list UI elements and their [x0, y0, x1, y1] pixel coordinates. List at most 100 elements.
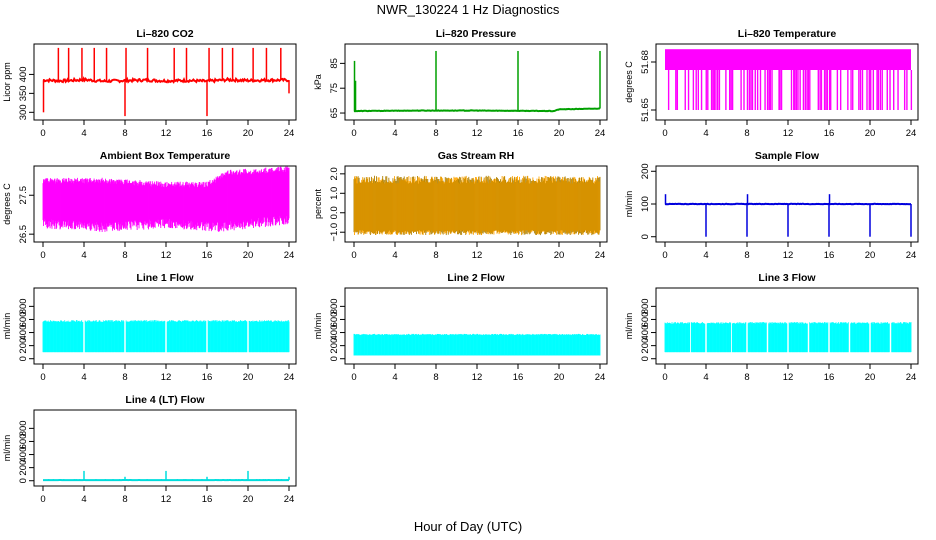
plot-frame [655, 287, 919, 365]
x-tick-label: 4 [81, 372, 86, 383]
x-tick-label: 12 [472, 250, 483, 261]
y-tick-label: 600 [640, 312, 651, 328]
chart-title: Ambient Box Temperature [100, 150, 231, 162]
y-tick-label: 400 [329, 325, 340, 341]
y-tick-label: 26.5 [18, 225, 29, 244]
x-tick-label: 12 [472, 372, 483, 383]
x-axis: 0 4 8 12 16 20 24 [40, 242, 294, 261]
x-tick-label: 4 [392, 372, 397, 383]
chart-panel-9: Line 3 Flow ml/min 0 4 8 12 16 20 24 0 20040060080… [624, 272, 919, 383]
x-tick-label: 24 [906, 128, 917, 139]
x-tick-label: 12 [161, 494, 172, 505]
x-tick-label: 24 [284, 250, 295, 261]
x-tick-label: 16 [202, 494, 213, 505]
x-tick-label: 8 [433, 250, 438, 261]
y-axis-label: ml/min [624, 313, 634, 340]
plot-frame [33, 165, 297, 243]
y-tick-label: 85 [329, 58, 340, 69]
x-tick-label: 12 [783, 250, 794, 261]
x-tick-label: 4 [81, 250, 86, 261]
y-axis: −1.0 0.0 1.0 2.0 [329, 167, 345, 242]
y-axis-label: percent [313, 188, 323, 219]
x-tick-label: 0 [662, 372, 667, 383]
y-axis-label: ml/min [2, 435, 12, 462]
series-10 [43, 470, 290, 482]
x-tick-label: 12 [783, 128, 794, 139]
chart-panel-7: Line 1 Flow ml/min 0 4 8 12 16 20 24 0 20040060080… [2, 272, 297, 383]
y-axis-label: degrees C [624, 61, 634, 103]
x-tick-label: 24 [595, 128, 606, 139]
x-tick-label: 20 [554, 128, 565, 139]
y-tick-label: 51.68 [640, 50, 651, 74]
series-line [353, 107, 601, 113]
x-tick-label: 24 [906, 250, 917, 261]
x-axis: 0 4 8 12 16 20 24 [40, 120, 294, 139]
y-tick-label: 800 [329, 298, 340, 314]
x-tick-label: 24 [595, 250, 606, 261]
chart-panel-2: Li–820 Pressure kPa 0 4 8 12 16 20 24 65 75 85 [313, 28, 608, 139]
y-axis-label: ml/min [313, 313, 323, 340]
x-axis: 0 4 8 12 16 20 24 [351, 120, 605, 139]
x-tick-label: 24 [284, 494, 295, 505]
data-band [665, 49, 911, 70]
x-tick-label: 4 [703, 128, 708, 139]
x-tick-label: 20 [554, 250, 565, 261]
y-tick-label: 600 [18, 434, 29, 450]
y-tick-label: 400 [18, 325, 29, 341]
series-6 [664, 194, 912, 237]
y-axis-label: Licor ppm [2, 62, 12, 102]
y-tick-label: 0 [18, 356, 29, 361]
x-tick-label: 12 [783, 372, 794, 383]
y-tick-label: 400 [18, 447, 29, 463]
chart-title: Line 1 Flow [136, 272, 194, 284]
chart-title: Gas Stream RH [438, 150, 514, 162]
y-tick-label: 200 [329, 338, 340, 354]
x-tick-label: 8 [122, 494, 127, 505]
x-tick-label: 12 [161, 128, 172, 139]
x-tick-label: 16 [513, 372, 524, 383]
y-tick-label: 51.65 [640, 98, 651, 122]
x-tick-label: 8 [122, 372, 127, 383]
x-axis: 0 4 8 12 16 20 24 [662, 364, 916, 383]
y-tick-label: 27.5 [18, 186, 29, 205]
y-tick-label: 400 [640, 325, 651, 341]
x-tick-label: 24 [906, 372, 917, 383]
x-tick-label: 4 [81, 494, 86, 505]
x-tick-label: 4 [703, 372, 708, 383]
y-tick-label: 800 [18, 298, 29, 314]
x-tick-label: 20 [243, 250, 254, 261]
series-4 [42, 166, 290, 232]
x-axis: 0 4 8 12 16 20 24 [351, 364, 605, 383]
series-9 [664, 322, 912, 353]
x-tick-label: 0 [351, 128, 356, 139]
x-tick-label: 0 [40, 494, 45, 505]
x-tick-label: 16 [202, 250, 213, 261]
chart-panel-5: Gas Stream RH percent 0 4 8 12 16 20 24 −1.0 0.0 1.… [313, 150, 608, 261]
y-axis: 0 100 200 [640, 163, 656, 239]
y-tick-label: −1.0 [329, 223, 340, 242]
x-tick-label: 8 [744, 128, 749, 139]
chart-title: Line 3 Flow [758, 272, 816, 284]
figure-title: NWR_130224 1 Hz Diagnostics [377, 2, 560, 17]
x-tick-label: 16 [513, 128, 524, 139]
x-tick-label: 8 [744, 372, 749, 383]
x-tick-label: 0 [662, 250, 667, 261]
y-tick-label: 0 [640, 356, 651, 361]
chart-panel-6: Sample Flow ml/min 0 4 8 12 16 20 24 0 100 200 [624, 150, 919, 261]
y-tick-label: 0 [18, 478, 29, 483]
y-axis: 65 75 85 [329, 58, 345, 118]
x-tick-label: 0 [40, 372, 45, 383]
x-tick-label: 8 [122, 128, 127, 139]
x-tick-label: 4 [703, 250, 708, 261]
plot-frame [344, 165, 608, 243]
x-tick-label: 8 [433, 128, 438, 139]
chart-panel-3: Li–820 Temperature degrees C 0 4 8 12 16 20 24 51… [624, 28, 919, 139]
x-tick-label: 0 [40, 250, 45, 261]
chart-title: Li–820 Pressure [436, 28, 517, 40]
y-axis-label: ml/min [624, 191, 634, 218]
y-axis: 300 350 400 [18, 66, 34, 120]
